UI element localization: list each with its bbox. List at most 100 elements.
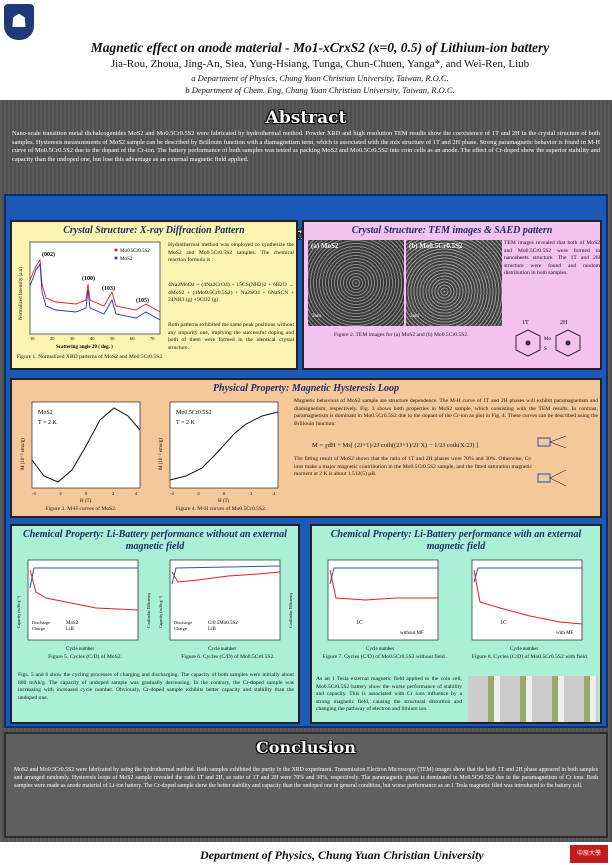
mh-xlabel-4: H (T) — [218, 499, 230, 504]
tem-image-a: (a) MoS2 2nm — [308, 240, 404, 326]
tem-image-b: (b) Mo0.5Cr0.5S2 2nm — [406, 240, 502, 326]
cycle-eff-nofield — [329, 567, 438, 585]
affiliation-a: a Department of Physics, Chung Yuan Chri… — [191, 73, 449, 83]
structure-label-1t: 1T — [522, 320, 529, 326]
mh-xtick: 2 — [250, 491, 252, 496]
mh-g3-temp: T = 2 K — [38, 420, 57, 426]
xrd-title: Crystal Structure: X-ray Diffraction Pat… — [63, 225, 245, 236]
mh-curve-mos2 — [31, 407, 141, 483]
mh-xtick: 0 — [223, 491, 226, 496]
structure-diagram: 1T 2H Mo S — [515, 320, 581, 357]
abstract-heading: Abstract — [265, 108, 347, 128]
cycle-y2label-6: Coulombic Efficiency — [288, 593, 293, 628]
mh-text-1: Magnetic behaviors of MoS2 sample are st… — [294, 398, 598, 427]
cycle-dis-nofield — [329, 569, 438, 601]
battery-section-with-field: Chemical Property: Li-Battery performanc… — [310, 524, 602, 724]
xrd-ylabel: Normalized Intensity (a.u) — [19, 267, 24, 320]
cycle-ylabel-5: Capacity (mAh g⁻¹) — [16, 595, 21, 628]
abstract-text: Nano-scale transition metal dichalcogeni… — [12, 130, 600, 163]
xrd-section: Crystal Structure: X-ray Diffraction Pat… — [10, 220, 298, 370]
mh-g4-label: Mo0.5Cr0.5S2 — [176, 410, 212, 416]
cycle-xlabel-6: Cycle number — [208, 647, 237, 652]
battery1-title: Chemical Property: Li-Battery performanc… — [23, 529, 287, 552]
tem-section: Crystal Structure: TEM images & SAED pat… — [302, 220, 602, 370]
xrd-caption: Figure 1. Normalized XRD patterns of MoS… — [16, 354, 164, 360]
cycle-y2label-5: Coulombic Efficiency — [146, 593, 151, 628]
g5b-label: LiB — [66, 627, 74, 632]
authors: Jia-Rou, Zhoua, Jing-An, Siea, Yung-Hsia… — [110, 58, 530, 70]
mh-xtick: -4 — [32, 491, 36, 496]
cycle-ylabel-6: Capacity (mAh g⁻¹) — [158, 595, 163, 628]
g6b-label: LiB — [208, 627, 216, 632]
mh-equation: M = χdH + Ms[ (2J+1)/2J coth((2J+1)/2J X… — [312, 442, 479, 449]
xrd-legend-mos2: MoS2 — [120, 257, 133, 262]
xrd-text-2: Both patterns exhibited the same peak po… — [168, 322, 294, 351]
university-logo: ☗ — [4, 4, 34, 40]
cycle-dis-mos2 — [29, 569, 139, 611]
cycle-dis-withfield — [473, 569, 583, 625]
mh-caption-4: Figure 4. M-H curves of Mo0.5Cr0.5S2. — [175, 506, 267, 512]
xrd-peak-100: (100) — [82, 275, 95, 282]
conclusion-heading: Conclusion — [256, 738, 356, 757]
xrd-xtick: 50 — [110, 336, 115, 341]
mh-section: Physical Property: Magnetic Hysteresis L… — [10, 378, 602, 518]
mh-xtick: -2 — [196, 491, 200, 496]
mh-curve-crdoped — [169, 411, 279, 481]
g8-label: 1C — [500, 620, 507, 626]
poster-header — [0, 0, 612, 102]
conclusion-panel — [4, 732, 608, 838]
cycle-xlabel-8: Cycle number — [510, 647, 539, 652]
mh-xtick: 2 — [112, 491, 114, 496]
mh-g4-temp: T = 2 K — [176, 420, 195, 426]
xrd-xtick: 40 — [90, 336, 95, 341]
structure-mo-label: Mo — [544, 337, 551, 342]
cycle-xlabel-7: Cycle number — [366, 647, 395, 652]
legend-discharge: Discharge — [32, 620, 50, 625]
xrd-text-1: Hydrothermal method was employed to synt… — [168, 242, 294, 264]
tem-label-a: (a) MoS2 — [311, 242, 339, 250]
coin-cell-photos — [468, 676, 598, 722]
battery-caption-8: Figure 8. Cycles (C/D) of Mo0.5Cr0.5S2 w… — [471, 654, 589, 660]
footer-logo: 中原大學 — [570, 845, 608, 863]
battery2-text: As an 1 Tesla external magnetic field ap… — [316, 676, 462, 713]
xrd-chart: (002) (100) (103) (105) Mo0.5Cr0.5S2 MoS… — [19, 241, 161, 350]
cycle-chart-mos2: Discharge Charge MoS2 LiB Capacity (mAh … — [16, 559, 151, 652]
tem-scale-a: 2nm — [312, 314, 321, 319]
g7-label: 1C — [356, 620, 363, 626]
battery-caption-6: Figure 6. Cycles (C/D) of Mo0.5Cr0.5S2. — [181, 654, 275, 660]
cycle-xlabel-5: Cycle number — [66, 647, 95, 652]
battery-section-no-field: Chemical Property: Li-Battery performanc… — [10, 524, 300, 724]
mh-ylabel-4: M (10⁻² emu/g) — [158, 438, 164, 470]
battery-caption-7: Figure 7. Cycles (C/D) of Mo0.5Cr0.5S2 w… — [322, 654, 448, 660]
poster-title: Magnetic effect on anode material - Mo1-… — [90, 40, 550, 55]
cycle-chart-no-field: 1C without MF Cycle number — [327, 559, 439, 652]
tem-text: TEM images revealed that both of MoS2 an… — [504, 240, 600, 277]
footer-department: Department of Physics, Chung Yuan Christ… — [200, 848, 484, 862]
mh-xtick: -2 — [58, 491, 62, 496]
g8b-label: with MF — [556, 631, 574, 636]
cycle-chart-crdoped: Discharge Charge Cr0.5Mo0.5S2 LiB Capaci… — [158, 559, 293, 652]
xrd-xtick: 30 — [70, 336, 75, 341]
mh-caption-3: Figure 3. M-H curves of MoS2. — [45, 506, 117, 512]
mh-xtick: 4 — [135, 491, 138, 496]
mh-xtick: 4 — [273, 491, 276, 496]
xrd-peak-103: (103) — [102, 285, 115, 292]
battery2-title: Chemical Property: Li-Battery performanc… — [330, 529, 582, 552]
structure-s-label: S — [544, 347, 547, 352]
footer — [0, 842, 612, 865]
cycle-eff-mos2 — [29, 567, 138, 589]
cycle-eff-crdoped — [171, 565, 281, 585]
xrd-series-mos2 — [29, 262, 161, 321]
g6-label: Cr0.5Mo0.5S2 — [208, 621, 238, 626]
xrd-xtick: 70 — [150, 336, 155, 341]
g7b-label: without MF — [400, 631, 424, 636]
spin-diagram — [537, 435, 567, 487]
tem-scale-b: 2nm — [410, 314, 419, 319]
mh-xtick: 0 — [85, 491, 88, 496]
conclusion-text: MoS2 and Mo0.5Cr0.5S2 were fabricated by… — [14, 767, 598, 789]
mh-g3-label: MoS2 — [38, 410, 53, 416]
xrd-peak-105: (105) — [136, 297, 149, 304]
xrd-xlabel: Scattering angle 2θ ( deg. ) — [56, 345, 113, 350]
xrd-xtick: 10 — [30, 336, 35, 341]
xrd-xtick: 60 — [130, 336, 135, 341]
